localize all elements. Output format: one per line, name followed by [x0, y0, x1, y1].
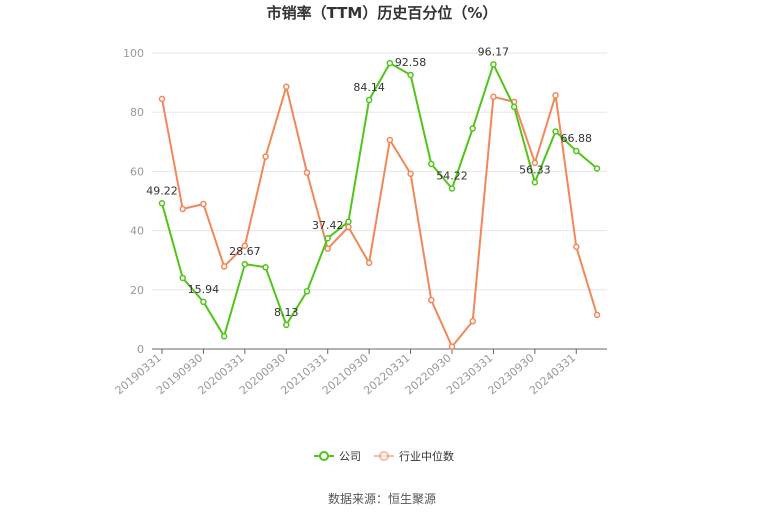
data-label: 66.88	[561, 132, 593, 145]
data-point-company	[407, 71, 414, 79]
data-point-industry-median	[365, 259, 373, 267]
data-point-company	[241, 260, 249, 268]
data-point-industry-median	[324, 245, 331, 252]
data-point-industry-median	[573, 243, 580, 251]
series-line-company	[161, 62, 598, 338]
data-point-company	[283, 321, 290, 329]
data-point-company	[428, 160, 435, 168]
data-point-company	[448, 185, 456, 192]
data-point-industry-median	[552, 92, 559, 99]
chart-title: 市销率（TTM）历史百分位（%）	[267, 4, 498, 22]
data-point-company	[469, 125, 476, 132]
legend-item-industry-median[interactable]: 行业中位数	[374, 449, 454, 463]
data-label: 28.67	[229, 245, 261, 258]
data-point-company	[179, 274, 186, 282]
data-point-industry-median	[490, 93, 497, 101]
y-axis-ticks: 0 20 40 60 80 100	[123, 47, 144, 356]
legend-label: 行业中位数	[399, 449, 454, 463]
legend-swatch-marker	[319, 451, 329, 461]
data-point-industry-median	[448, 343, 456, 350]
series-line-industry-median	[161, 85, 598, 348]
data-point-company	[324, 234, 331, 242]
legend-label: 公司	[339, 450, 361, 463]
data-label: 37.42	[312, 219, 344, 232]
data-point-company	[220, 333, 228, 340]
data-label: 92.58	[395, 56, 427, 69]
y-tick-label: 40	[130, 225, 144, 238]
data-point-industry-median	[158, 95, 166, 103]
data-point-company	[386, 59, 394, 67]
data-point-industry-median	[220, 263, 228, 270]
data-label: 96.17	[478, 45, 510, 58]
data-point-industry-median	[241, 242, 249, 249]
data-point-industry-median	[593, 311, 601, 319]
data-point-industry-median	[262, 153, 269, 160]
data-label: 15.94	[188, 283, 220, 296]
data-point-company	[365, 96, 373, 104]
data-point-company	[490, 61, 497, 68]
data-point-company	[303, 288, 311, 295]
data-label: 56.33	[519, 163, 551, 176]
data-label: 8.13	[274, 306, 299, 319]
y-tick-label: 0	[137, 343, 144, 356]
data-label: 49.22	[146, 184, 178, 197]
legend: 公司 行业中位数	[314, 449, 454, 463]
legend-item-company[interactable]: 公司	[314, 450, 361, 463]
x-axis: 2019033120190930202003312020093020210331…	[113, 348, 607, 397]
data-point-industry-median	[179, 205, 186, 213]
x-tick-label: 20240331	[527, 351, 578, 397]
data-point-company	[531, 179, 539, 186]
series-lines	[158, 59, 601, 350]
y-tick-label: 60	[130, 165, 144, 178]
y-tick-label: 20	[130, 284, 144, 297]
data-label: 84.14	[353, 81, 385, 94]
data-point-industry-median	[428, 296, 435, 304]
grid-lines	[152, 52, 607, 291]
legend-swatch-marker	[379, 451, 389, 461]
data-point-industry-median	[283, 83, 290, 90]
data-labels: 49.22 15.94 28.67 8.13 37.42 84.14 92.58 54.22 9…	[146, 45, 592, 319]
data-point-company	[200, 298, 207, 306]
data-point-company	[345, 218, 352, 225]
y-tick-label: 80	[130, 106, 144, 119]
data-point-industry-median	[469, 317, 476, 325]
data-point-industry-median	[531, 159, 539, 167]
data-point-industry-median	[303, 169, 311, 176]
data-point-company	[262, 264, 269, 271]
y-tick-label: 100	[123, 47, 144, 60]
data-label: 54.22	[436, 170, 468, 183]
data-point-company	[593, 165, 601, 172]
data-point-industry-median	[200, 200, 207, 208]
data-point-company	[573, 147, 580, 155]
data-point-industry-median	[345, 223, 352, 231]
data-point-company	[552, 128, 559, 135]
data-point-company	[510, 103, 518, 111]
data-point-industry-median	[407, 170, 414, 178]
data-point-company	[158, 200, 166, 207]
source-text: 数据来源：恒生聚源	[328, 491, 436, 506]
data-point-industry-median	[386, 136, 394, 144]
